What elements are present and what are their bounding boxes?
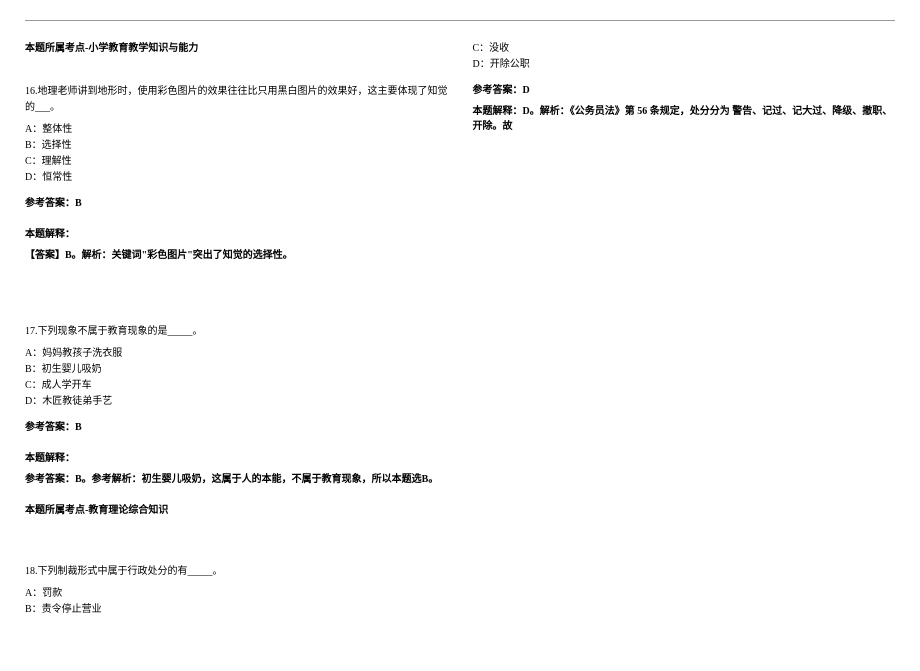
q18-answer: 参考答案：D [473, 83, 896, 98]
q18-stem: 18.下列制裁形式中属于行政处分的有_____。 [25, 564, 448, 580]
q16-answer: 参考答案：B [25, 196, 448, 211]
q17-exp-label: 本题解释： [25, 451, 448, 466]
q17-answer: 参考答案：B [25, 420, 448, 435]
topic-name: 小学教育教学知识与能力 [88, 43, 198, 54]
q17-topic: 本题所属考点-教育理论综合知识 [25, 503, 448, 518]
q18-opt-a: A：罚款 [25, 586, 448, 602]
q17-opt-a: A：妈妈教孩子洗衣服 [25, 346, 448, 362]
topic-name: 教育理论综合知识 [88, 505, 168, 516]
q16-opt-c: C：理解性 [25, 154, 448, 170]
q18-opt-b: B：责令停止营业 [25, 602, 448, 618]
q17-opt-d: D：木匠教徒弟手艺 [25, 394, 448, 410]
q16-exp-label: 本题解释： [25, 227, 448, 242]
q18-exp-body: 本题解释：D。解析：《公务员法》第 56 条规定，处分分为 警告、记过、记大过、… [473, 104, 896, 134]
topic-line: 本题所属考点-小学教育教学知识与能力 [25, 41, 448, 56]
q16-opt-d: D：恒常性 [25, 170, 448, 186]
q17-stem: 17.下列现象不属于教育现象的是_____。 [25, 324, 448, 340]
topic-prefix: 本题所属考点- [25, 43, 88, 54]
q18-opt-d: D：开除公职 [473, 57, 896, 73]
q17-opt-b: B：初生婴儿吸奶 [25, 362, 448, 378]
q18-opt-c: C：没收 [473, 41, 896, 57]
q16-opt-a: A：整体性 [25, 122, 448, 138]
q16-exp-body: 【答案】B。解析：关键词"彩色图片"突出了知觉的选择性。 [25, 248, 448, 263]
q16-opt-b: B：选择性 [25, 138, 448, 154]
q17-opt-c: C：成人学开车 [25, 378, 448, 394]
q16-stem: 16.地理老师讲到地形时，使用彩色图片的效果往往比只用黑白图片的效果好，这主要体… [25, 84, 448, 116]
q17-exp-body: 参考答案：B。参考解析：初生婴儿吸奶，这属于人的本能，不属于教育现象，所以本题选… [25, 472, 448, 487]
topic-prefix: 本题所属考点- [25, 505, 88, 516]
